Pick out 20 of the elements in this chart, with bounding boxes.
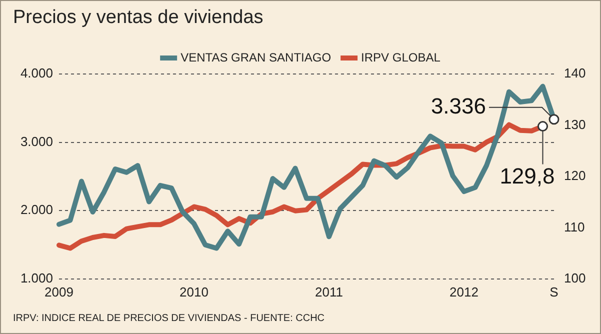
- y-tick-label: 1.000: [20, 270, 53, 286]
- y-tick-label: 2.000: [20, 202, 53, 218]
- x-tick-label: 2009: [44, 284, 74, 300]
- data-label: 129,8: [500, 163, 555, 188]
- x-tick-label: S: [550, 284, 559, 300]
- legend-label: IRPV GLOBAL: [361, 50, 441, 64]
- y-tick-label: 3.000: [20, 134, 53, 149]
- y2-tick-label: 110: [564, 219, 585, 234]
- y2-tick-label: 130: [564, 116, 586, 132]
- chart-title: Precios y ventas de viviendas: [13, 7, 264, 29]
- data-label: 3.336: [430, 93, 486, 118]
- x-tick-label: 2011: [315, 284, 343, 300]
- y2-tick-label: 120: [564, 168, 586, 184]
- legend-label: VENTAS GRAN SANTIAGO: [180, 50, 332, 64]
- x-tick-label: 2010: [180, 284, 208, 300]
- y-tick-label: 4.000: [20, 66, 53, 81]
- x-tick-label: 2012: [450, 284, 478, 300]
- text: IRPV: INDICE REAL DE PRECIOS DE VIVIENDAS - FUENTE: CCHC: [13, 313, 325, 324]
- y2-tick-label: 140: [564, 66, 586, 81]
- y2-tick-label: 100: [564, 270, 586, 286]
